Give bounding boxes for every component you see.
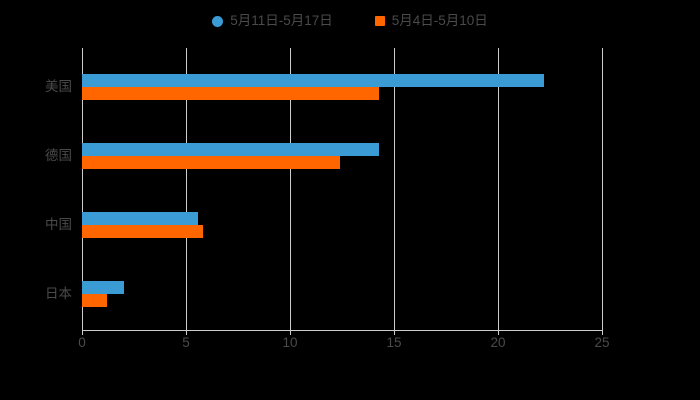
bar-美国-series-0[interactable]	[82, 74, 544, 87]
bar-德国-series-0[interactable]	[82, 143, 380, 156]
y-axis-label-2: 中国	[45, 217, 72, 232]
y-axis-label-1: 德国	[45, 148, 72, 163]
bar-中国-series-1[interactable]	[82, 225, 203, 238]
legend-label-series-1: 5月4日-5月10日	[391, 13, 488, 29]
x-tick-mark	[394, 330, 395, 335]
chart-legend: 5月11日-5月17日 5月4日-5月10日	[0, 8, 700, 34]
square-marker-icon	[374, 16, 385, 26]
gridline	[290, 48, 291, 330]
gridline	[498, 48, 499, 330]
bar-美国-series-1[interactable]	[82, 87, 380, 100]
legend-label-series-0: 5月11日-5月17日	[230, 13, 333, 29]
y-axis-label-0: 美国	[45, 79, 72, 94]
gridline	[82, 48, 83, 330]
x-tick-label: 0	[78, 335, 86, 350]
bar-中国-series-0[interactable]	[82, 212, 199, 225]
bar-德国-series-1[interactable]	[82, 156, 340, 169]
x-tick-label: 25	[594, 335, 610, 350]
bar-日本-series-1[interactable]	[82, 294, 107, 307]
gridline	[186, 48, 187, 330]
bar-日本-series-0[interactable]	[82, 281, 124, 294]
gridline	[394, 48, 395, 330]
x-tick-label: 15	[386, 335, 402, 350]
x-tick-mark	[498, 330, 499, 335]
x-tick-label: 20	[490, 335, 506, 350]
x-tick-mark	[82, 330, 83, 335]
x-tick-mark	[290, 330, 291, 335]
plot-area	[82, 48, 602, 330]
legend-item-series-1[interactable]: 5月4日-5月10日	[374, 13, 488, 29]
x-axis-line	[82, 330, 603, 331]
circle-marker-icon	[212, 15, 224, 27]
legend-item-series-0[interactable]: 5月11日-5月17日	[212, 14, 333, 28]
x-tick-mark	[186, 330, 187, 335]
x-tick-label: 10	[282, 335, 298, 350]
gridline	[602, 48, 603, 330]
y-axis-label-3: 日本	[45, 286, 72, 301]
x-tick-label: 5	[182, 335, 190, 350]
x-tick-mark	[602, 330, 603, 335]
